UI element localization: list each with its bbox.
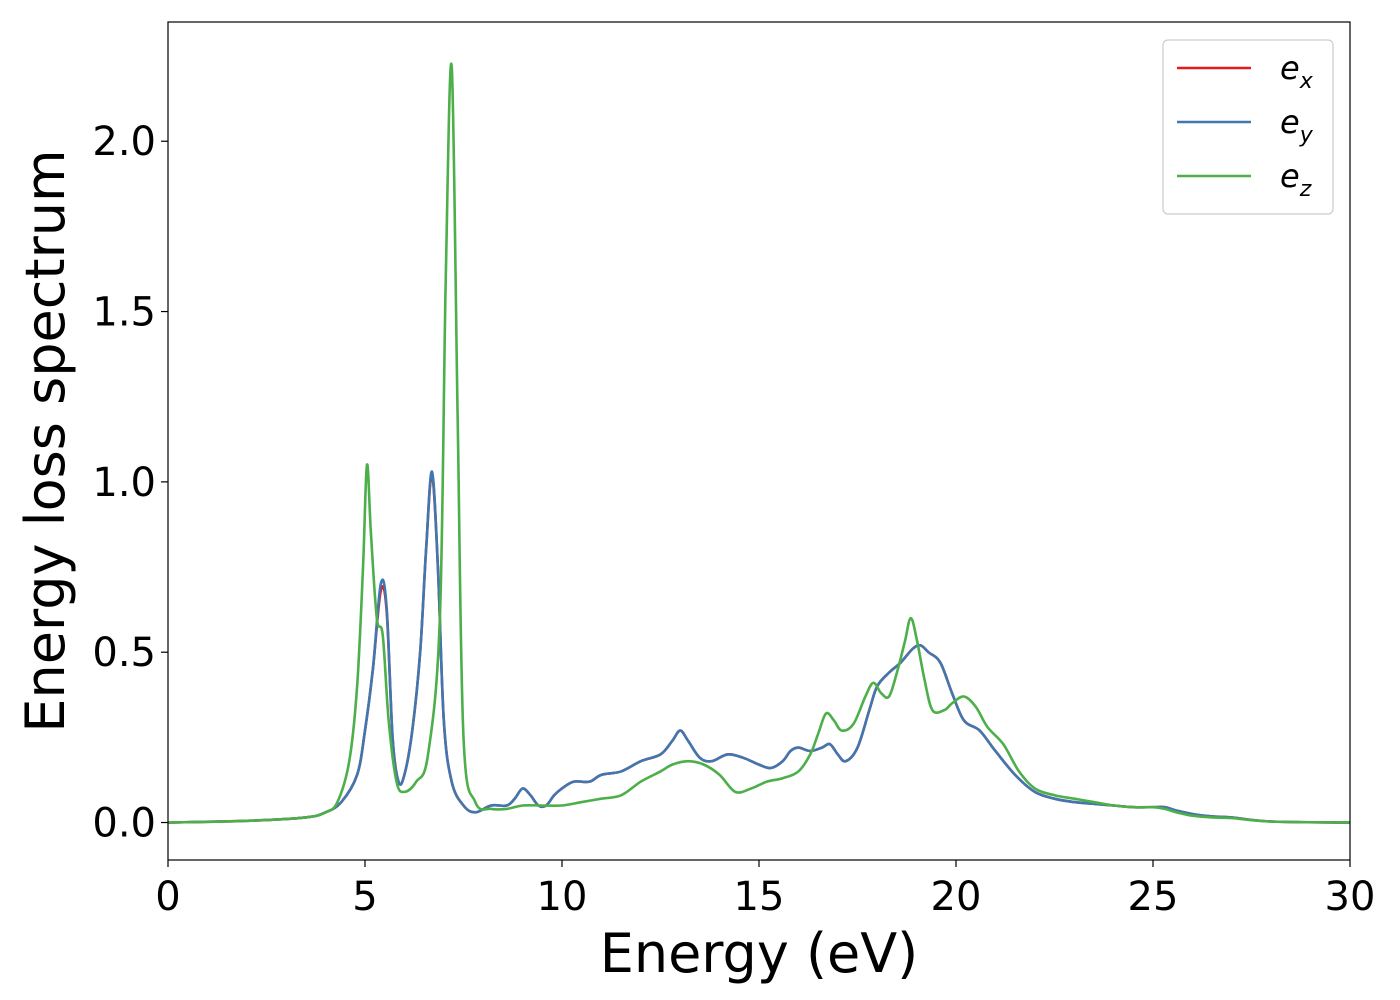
y-tick-label: 1.0 — [92, 460, 156, 506]
x-tick-label: 10 — [537, 874, 588, 920]
legend-label-x: ex — [1280, 49, 1314, 94]
y-tick-label: 0.0 — [92, 801, 156, 847]
series-line-y — [168, 470, 1350, 824]
series-line-z — [168, 62, 1350, 824]
x-tick-label: 20 — [931, 874, 982, 920]
y-tick-label: 1.5 — [92, 290, 156, 336]
series-layer — [168, 62, 1350, 824]
legend-label-y: ey — [1280, 103, 1314, 148]
x-tick-label: 15 — [734, 874, 785, 920]
x-axis-ticks: 0 5 10 15 20 25 30 — [155, 860, 1375, 920]
x-tick-label: 30 — [1325, 874, 1376, 920]
legend: ex ey ez — [1162, 39, 1334, 215]
x-tick-label: 5 — [352, 874, 377, 920]
y-tick-label: 0.5 — [92, 630, 156, 676]
legend-box — [1162, 39, 1334, 215]
plot-background — [168, 22, 1350, 860]
x-axis-title: Energy (eV) — [600, 922, 919, 985]
y-axis-ticks: 0.0 0.5 1.0 1.5 2.0 — [92, 119, 168, 847]
x-tick-label: 0 — [155, 874, 180, 920]
legend-label-z: ez — [1280, 157, 1312, 202]
y-axis-title: Energy loss spectrum — [14, 149, 77, 732]
x-tick-label: 25 — [1128, 874, 1179, 920]
y-tick-label: 2.0 — [92, 119, 156, 165]
